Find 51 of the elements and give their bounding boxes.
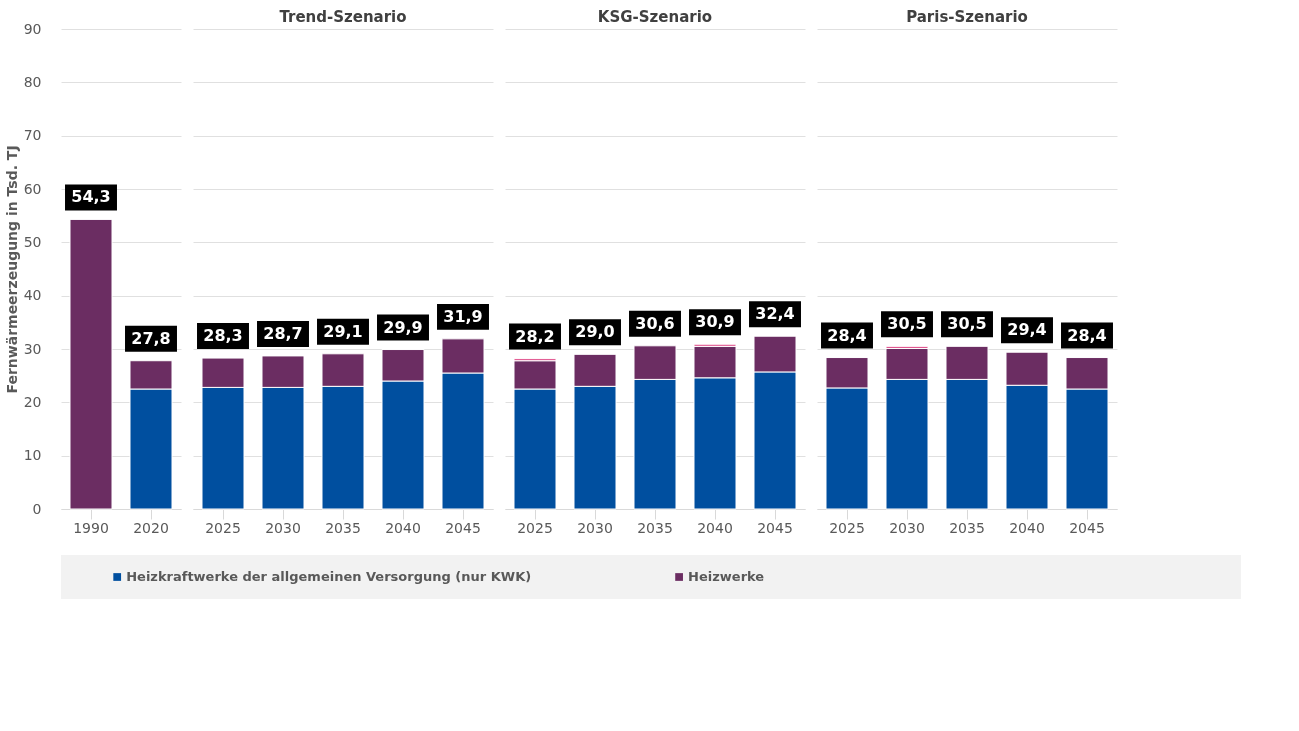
y-tick-label: 20 [23,393,42,410]
x-tick-label: 2030 [265,519,301,536]
x-tick-label: 2035 [325,519,361,536]
chart-title: KSG-Szenario [597,8,713,26]
total-label: 29,9 [383,317,423,337]
x-tick-label: 2045 [445,519,481,536]
y-tick-label: 60 [23,180,42,197]
x-tick-label: 2035 [637,519,673,536]
x-tick-label: 2040 [385,519,421,536]
total-label: 27,8 [131,328,171,348]
x-tick-label: 2025 [517,519,553,536]
x-tick-label: 2040 [697,519,733,536]
total-label: 54,3 [71,187,111,207]
total-label: 30,6 [635,313,675,333]
total-label: 30,5 [887,314,927,334]
chart-title: Trend-Szenario [279,8,407,26]
y-tick-label: 90 [23,20,42,37]
total-label: 28,2 [515,326,555,346]
total-label: 32,4 [755,304,795,324]
y-tick-label: 10 [23,447,42,464]
legend-label: Heizwerke [688,569,765,584]
x-tick-label: 2035 [949,519,985,536]
y-tick-label: 0 [32,500,42,517]
total-label: 28,4 [827,325,867,345]
total-label: 28,7 [263,323,303,343]
total-label: 31,9 [443,306,483,326]
chart-title: Paris-Szenario [906,8,1028,26]
total-label: 29,1 [323,321,363,341]
total-label: 29,0 [575,322,615,342]
bar [69,218,113,510]
x-tick-label: 2025 [829,519,865,536]
total-label: 30,9 [695,312,735,332]
x-tick-label: 2040 [1009,519,1045,536]
x-tick-label: 2030 [577,519,613,536]
legend-label: Heizkraftwerke der allgemeinen Versorgung (nur KWK) [126,569,532,584]
x-tick-label: 2025 [205,519,241,536]
x-tick-label: 2045 [1069,519,1105,536]
x-tick-label: 1990 [73,519,109,536]
y-tick-label: 80 [23,73,42,90]
y-tick-label: 50 [23,233,42,250]
y-tick-label: 70 [23,127,42,144]
total-label: 28,3 [203,326,243,346]
total-label: 29,4 [1007,320,1047,340]
y-axis-title: Fernwärmeerzeugung in Tsd. TJ [3,145,20,394]
x-tick-label: 2020 [133,519,169,536]
x-tick-label: 2045 [757,519,793,536]
y-tick-label: 40 [23,287,42,304]
total-label: 28,4 [1067,325,1107,345]
x-tick-label: 2030 [889,519,925,536]
total-label: 30,5 [947,314,987,334]
y-tick-label: 30 [23,340,42,357]
